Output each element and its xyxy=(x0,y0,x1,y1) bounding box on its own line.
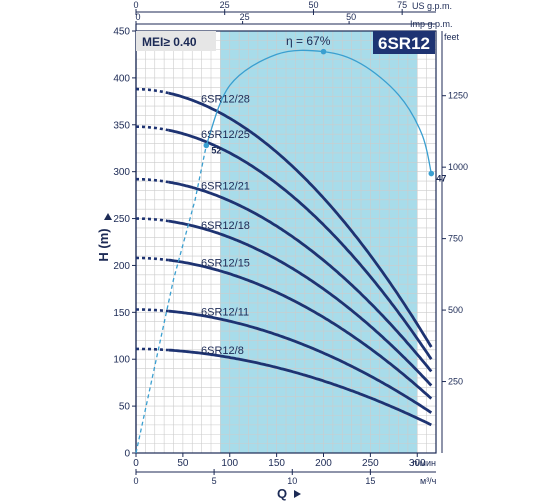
curve-6SR12-8 xyxy=(168,348,432,427)
efficiency-label: η = 67% xyxy=(286,34,331,48)
y-tick-label: 150 xyxy=(113,308,130,319)
curve-6SR12-15 xyxy=(168,258,433,400)
mei-label: MEI≥ 0.40 xyxy=(142,35,197,49)
y-axis-arrow xyxy=(104,213,112,220)
x-us-gpm-tick-label: 0 xyxy=(133,0,138,10)
x-m3h-tick-label: 15 xyxy=(365,476,375,486)
x-tick-label: 0 xyxy=(133,458,139,469)
y-tick-label: 100 xyxy=(113,355,130,366)
y-tick-label: 250 xyxy=(113,214,130,225)
curve-label-6SR12-18: 6SR12/18 xyxy=(201,220,250,232)
x-axis-arrow xyxy=(294,490,301,498)
x-us-gpm-tick-label: 50 xyxy=(308,0,318,10)
x-us-gpm-tick-label: 25 xyxy=(220,0,230,10)
x-m3h-tick-label: 10 xyxy=(287,476,297,486)
x-tick-label: 200 xyxy=(315,458,332,469)
curve-labels: 6SR12/28 6SR12/25 6SR12/21 6SR12/18 6SR12/15… xyxy=(201,94,250,357)
y-feet-tick-label: 1000 xyxy=(448,162,468,172)
x-imp-gpm-tick-label: 50 xyxy=(346,12,356,22)
x-unit-top-imp: Imp g.p.m. xyxy=(410,19,453,29)
curve-label-6SR12-28: 6SR12/28 xyxy=(201,94,250,106)
y-feet-tick-label: 1250 xyxy=(448,91,468,101)
y-feet-tick-label: 250 xyxy=(448,377,463,387)
x-tick-label: 300 xyxy=(409,458,426,469)
x-us-gpm-tick-label: 75 xyxy=(397,0,407,10)
efficiency-marker xyxy=(428,170,435,177)
x-m3h-tick-label: 0 xyxy=(133,476,138,486)
efficiency-marker xyxy=(320,48,327,55)
y-axis-title: H (m) xyxy=(96,228,111,261)
curve-6SR12-25 xyxy=(168,128,433,360)
curve-label-6SR12-11: 6SR12/11 xyxy=(201,306,249,318)
efficiency-marker-label: 52 xyxy=(211,145,221,155)
x-tick-label: 150 xyxy=(268,458,285,469)
x-unit-bottom: м³/ч xyxy=(420,476,437,486)
efficiency-marker xyxy=(203,142,210,149)
y-feet-tick-label: 500 xyxy=(448,305,463,315)
y-tick-label: 50 xyxy=(119,402,131,413)
curve-6SR12-11 xyxy=(168,309,433,414)
y-tick-label: 450 xyxy=(113,27,130,38)
grid xyxy=(136,31,436,453)
x-tick-label: 50 xyxy=(177,458,189,469)
x-axis-title: Q xyxy=(277,486,287,501)
x-unit-main: л/мин xyxy=(412,458,436,468)
x-tick-label: 250 xyxy=(362,458,379,469)
curve-6SR12-28 xyxy=(168,91,433,348)
y-unit-right: feet xyxy=(444,32,460,42)
model-box xyxy=(373,31,435,54)
pump-curves xyxy=(136,87,433,427)
x-m3h-tick-label: 5 xyxy=(212,476,217,486)
y-tick-label: 400 xyxy=(113,73,130,84)
curve-label-6SR12-8: 6SR12/8 xyxy=(201,345,244,357)
curve-label-6SR12-15: 6SR12/15 xyxy=(201,258,250,270)
efficiency-marker-label: 47 xyxy=(436,174,446,184)
curve-label-6SR12-21: 6SR12/21 xyxy=(201,181,250,193)
y-feet-tick-label: 750 xyxy=(448,234,463,244)
x-unit-top-us: US g.p.m. xyxy=(412,1,452,11)
y-tick-label: 200 xyxy=(113,261,130,272)
x-imp-gpm-tick-label: 25 xyxy=(240,12,250,22)
model-label: 6SR12 xyxy=(378,34,430,53)
y-tick-label: 0 xyxy=(124,449,130,460)
x-tick-label: 100 xyxy=(221,458,238,469)
mei-box xyxy=(136,31,216,51)
y-tick-label: 350 xyxy=(113,120,130,131)
curve-6SR12-21 xyxy=(168,180,433,373)
efficiency-curve: 52 47 xyxy=(135,48,446,454)
y-tick-label: 300 xyxy=(113,167,130,178)
x-imp-gpm-tick-label: 0 xyxy=(135,12,140,22)
efficiency-curve-solid xyxy=(205,49,432,174)
curve-label-6SR12-25: 6SR12/25 xyxy=(201,129,250,141)
curve-6SR12-18 xyxy=(168,219,433,387)
efficiency-curve-dashed xyxy=(135,145,207,454)
